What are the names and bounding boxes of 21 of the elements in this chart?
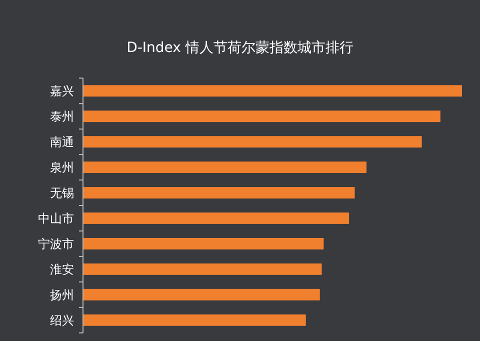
y-tick-label: 扬州 [50, 288, 74, 302]
y-tick-label: 中山市 [38, 211, 74, 226]
chart-title: D-Index 情人节荷尔蒙指数城市排行 [126, 40, 354, 56]
bar [83, 162, 366, 174]
y-tick-label: 嘉兴 [50, 84, 74, 98]
y-tick-label: 宁波市 [38, 236, 74, 251]
bar [83, 212, 350, 224]
y-tick-label: 淮安 [50, 262, 74, 276]
y-tick-label: 泉州 [50, 160, 74, 174]
y-tick-label: 绍兴 [50, 313, 74, 328]
bar [83, 263, 322, 275]
y-tick-label: 泰州 [50, 110, 74, 124]
bar [83, 187, 355, 198]
bar [83, 314, 306, 326]
bar [83, 288, 320, 300]
y-tick-label: 南通 [50, 135, 74, 150]
bar [83, 238, 324, 250]
y-tick-label: 无锡 [50, 186, 74, 200]
bar [83, 136, 422, 148]
bar [83, 110, 440, 122]
bar [83, 85, 462, 97]
